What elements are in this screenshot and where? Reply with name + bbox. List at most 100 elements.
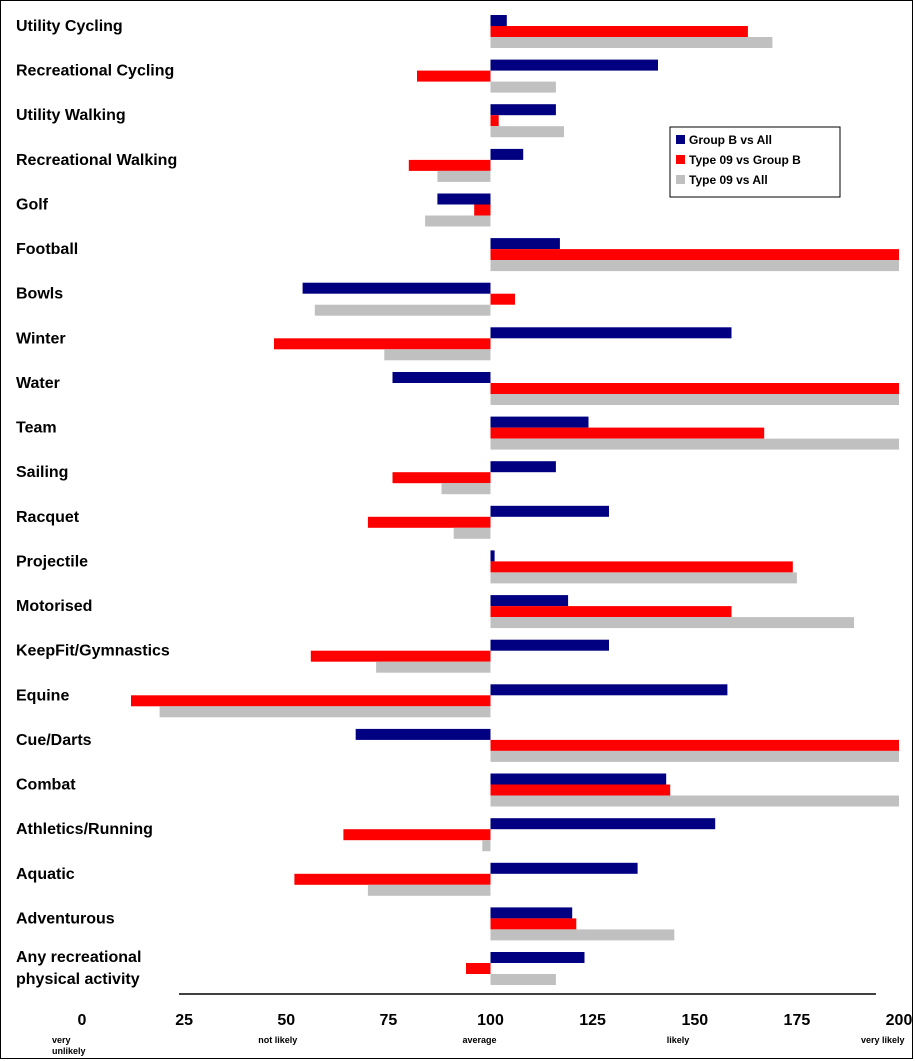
legend-swatch-2 [676, 175, 685, 184]
category-label-10: Sailing [16, 464, 68, 481]
bar-5-series-1 [490, 249, 899, 261]
bar-20-series-1 [490, 918, 577, 930]
category-label-0: Utility Cycling [16, 18, 123, 35]
bar-14-series-2 [376, 661, 491, 673]
bar-8-series-2 [490, 394, 899, 405]
legend-box [669, 126, 841, 198]
bar-18-series-1 [343, 829, 491, 841]
category-label-21-line-0: Any recreational [16, 949, 141, 966]
bars-layer [131, 15, 899, 985]
bar-11-series-1 [367, 516, 491, 528]
category-labels: Utility Cycling Recreational Cycling Utili… [16, 18, 177, 988]
x-tick-label-8: 200 [886, 1012, 913, 1029]
bar-11-series-2 [453, 527, 491, 539]
bar-9-series-0 [490, 416, 589, 428]
bar-21-series-1 [466, 963, 491, 974]
bar-12-series-2 [490, 572, 797, 584]
bar-19-series-2 [367, 884, 491, 896]
bar-5-series-2 [490, 260, 899, 272]
bar-19-series-0 [490, 862, 638, 874]
bar-21-series-0 [490, 952, 585, 963]
bar-2-series-1 [490, 115, 499, 127]
x-sub-label-5: very likely [861, 1035, 905, 1045]
x-tick-label-7: 175 [784, 1012, 811, 1029]
bar-5-series-0 [490, 238, 560, 250]
legend-swatch-1 [676, 155, 685, 164]
legend-label-1: Type 09 vs Group B [689, 153, 801, 167]
bar-9-series-2 [490, 438, 899, 450]
x-sub-label-0: very [52, 1035, 71, 1045]
category-label-17: Combat [16, 777, 76, 794]
bar-14-series-0 [490, 639, 609, 651]
category-label-21-line-1: physical activity [16, 971, 140, 988]
bar-0-series-0 [490, 15, 507, 26]
bar-14-series-1 [310, 650, 491, 662]
category-label-18: Athletics/Running [16, 821, 153, 838]
bar-4-series-0 [437, 193, 491, 205]
bar-1-series-2 [490, 81, 556, 93]
category-label-11: Racquet [16, 509, 80, 526]
category-label-13: Motorised [16, 598, 92, 615]
x-tick-label-0: 0 [78, 1012, 87, 1029]
category-label-20: Adventurous [16, 910, 115, 927]
bar-16-series-1 [490, 739, 899, 751]
category-label-6: Bowls [16, 286, 63, 303]
bar-3-series-2 [437, 170, 491, 182]
bar-16-series-2 [490, 750, 899, 762]
bar-6-series-2 [314, 304, 491, 316]
category-label-1: Recreational Cycling [16, 63, 174, 80]
x-tick-label-1: 25 [175, 1012, 193, 1029]
bar-18-series-0 [490, 818, 716, 830]
bar-19-series-1 [294, 873, 491, 885]
bar-2-series-0 [490, 104, 556, 116]
bar-0-series-1 [490, 26, 748, 37]
x-sub-label-3: average [463, 1035, 497, 1045]
x-tick-label-5: 125 [579, 1012, 606, 1029]
bar-7-series-1 [274, 338, 491, 350]
bar-17-series-1 [490, 784, 671, 796]
bar-15-series-0 [490, 684, 728, 696]
x-sub-label-4: likely [667, 1035, 690, 1045]
bar-1-series-1 [417, 70, 491, 82]
bar-13-series-1 [490, 606, 732, 618]
bar-2-series-2 [490, 126, 564, 138]
bar-17-series-0 [490, 773, 667, 785]
bar-18-series-2 [482, 840, 491, 852]
bar-4-series-1 [474, 204, 491, 216]
category-label-2: Utility Walking [16, 107, 126, 124]
bar-13-series-2 [490, 617, 855, 629]
bar-21-series-2 [490, 974, 556, 985]
category-label-14: KeepFit/Gymnastics [16, 643, 170, 660]
bar-16-series-0 [355, 728, 491, 740]
category-label-12: Projectile [16, 553, 88, 570]
bar-7-series-2 [384, 349, 491, 361]
bar-8-series-0 [392, 372, 491, 383]
category-label-7: Winter [16, 330, 66, 347]
legend-label-2: Type 09 vs All [689, 173, 768, 187]
bar-1-series-0 [490, 59, 658, 71]
bar-20-series-2 [490, 929, 675, 941]
bar-8-series-1 [490, 383, 899, 394]
bar-13-series-0 [490, 595, 569, 607]
legend-label-0: Group B vs All [689, 133, 772, 147]
category-label-8: Water [16, 375, 60, 392]
category-label-4: Golf [16, 197, 49, 214]
bar-9-series-1 [490, 427, 765, 439]
bar-15-series-2 [159, 706, 491, 718]
bar-4-series-2 [425, 215, 491, 227]
x-tick-label-2: 50 [277, 1012, 295, 1029]
bar-12-series-0 [490, 550, 495, 562]
x-tick-label-6: 150 [681, 1012, 708, 1029]
bar-12-series-1 [490, 561, 793, 573]
bar-6-series-1 [490, 293, 515, 305]
bar-15-series-1 [131, 695, 491, 707]
bar-11-series-0 [490, 505, 609, 517]
bar-10-series-0 [490, 461, 556, 473]
category-label-9: Team [16, 420, 57, 437]
bar-10-series-2 [441, 483, 491, 495]
legend: Group B vs All Type 09 vs Group B Type 09 … [669, 126, 841, 198]
bar-10-series-1 [392, 472, 491, 484]
